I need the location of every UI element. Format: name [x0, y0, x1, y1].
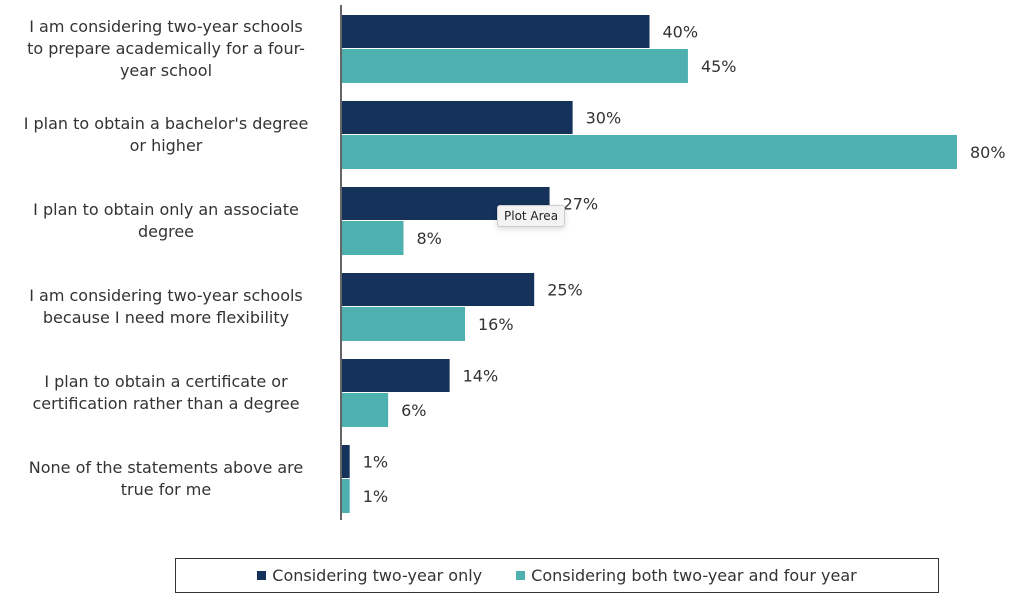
bar-two-year-only — [342, 445, 350, 478]
plot-area-tooltip: Plot Area — [497, 205, 566, 227]
category-label: None of the statements above are true for… — [28, 458, 304, 499]
bar-both — [342, 479, 350, 513]
legend-label: Considering two-year only — [272, 566, 483, 585]
bar-two-year-only — [342, 15, 650, 48]
data-label: 1% — [363, 453, 388, 472]
bar-two-year-only — [342, 359, 450, 392]
data-label: 1% — [363, 487, 388, 506]
category-label: I am considering two-year schools because… — [29, 286, 303, 327]
data-label: 80% — [970, 143, 1006, 162]
data-label: 16% — [478, 315, 514, 334]
category-label: I plan to obtain a certificate or certifi… — [32, 372, 300, 413]
category-label: I plan to obtain only an associate degree — [33, 200, 299, 241]
category-label: I am considering two-year schools to prep… — [27, 17, 305, 80]
bar-both — [342, 49, 688, 83]
data-label: 45% — [701, 57, 737, 76]
legend-item-two-year-only: Considering two-year only — [257, 566, 482, 585]
bar-both — [342, 221, 404, 255]
data-label: 40% — [663, 23, 699, 42]
data-label: 27% — [563, 195, 599, 214]
bar-both — [342, 135, 957, 169]
data-label: 25% — [547, 281, 583, 300]
legend-swatch-both — [516, 571, 526, 580]
legend-swatch-two-year-only — [257, 571, 267, 580]
data-label: 8% — [417, 229, 442, 248]
legend: Considering two-year only Considering bo… — [175, 558, 939, 593]
bar-two-year-only — [342, 101, 573, 134]
data-label: 30% — [586, 109, 622, 128]
legend-item-both: Considering both two-year and four year — [516, 566, 857, 585]
bar-both — [342, 307, 465, 341]
bar-both — [342, 393, 389, 427]
category-label: I plan to obtain a bachelor's degree or h… — [23, 114, 309, 155]
data-label: 14% — [463, 367, 499, 386]
legend-label: Considering both two-year and four year — [531, 566, 857, 585]
bar-two-year-only — [342, 273, 535, 306]
data-label: 6% — [401, 401, 426, 420]
